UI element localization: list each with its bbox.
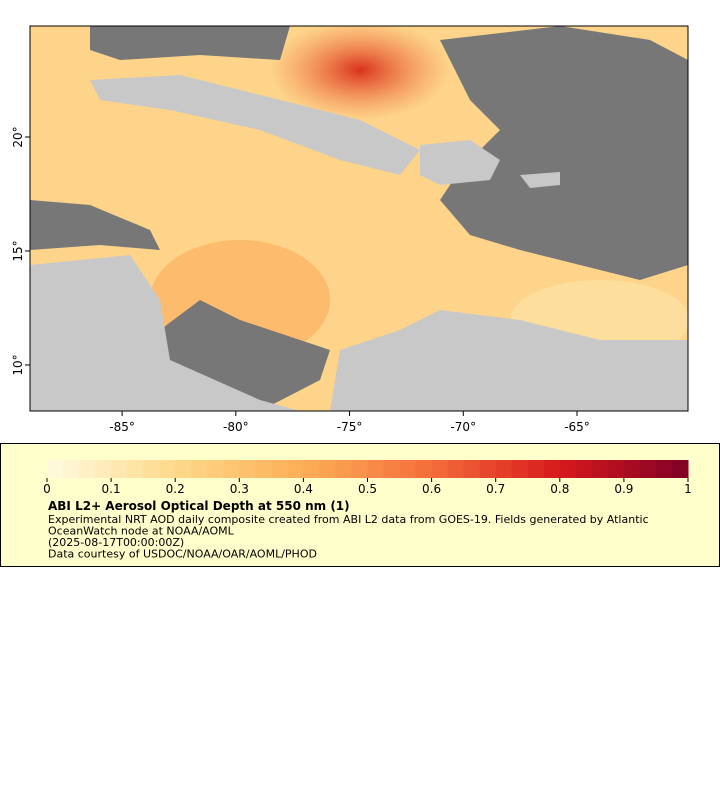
x-tick-label: -85° <box>109 420 135 434</box>
colorbar-step <box>479 460 497 478</box>
colorbar-step <box>207 460 224 478</box>
colorbar-step <box>607 460 625 478</box>
y-tick-label: 20° <box>11 126 25 147</box>
colorbar-step <box>639 460 657 478</box>
colorbar-step <box>287 460 304 478</box>
y-tick-label: 10° <box>11 354 25 375</box>
colorbar-step <box>511 460 529 478</box>
legend-line: Experimental NRT AOD daily composite cre… <box>48 513 649 526</box>
colorbar-step <box>159 460 176 478</box>
colorbar-tick-label: 0.7 <box>486 482 505 496</box>
colorbar-step <box>623 460 641 478</box>
colorbar-step <box>111 460 128 478</box>
colorbar-step <box>575 460 593 478</box>
colorbar-tick-label: 0.8 <box>550 482 569 496</box>
colorbar-tick-label: 0 <box>43 482 51 496</box>
colorbar-step <box>239 460 256 478</box>
colorbar-tick-label: 0.3 <box>230 482 249 496</box>
colorbar-step <box>95 460 112 478</box>
colorbar-step <box>591 460 609 478</box>
colorbar-step <box>47 460 64 478</box>
colorbar-step <box>63 460 80 478</box>
colorbar-tick-label: 0.5 <box>358 482 377 496</box>
colorbar-step <box>143 460 160 478</box>
x-tick-label: -75° <box>337 420 363 434</box>
colorbar-step <box>319 460 336 478</box>
x-tick-label: -80° <box>223 420 249 434</box>
colorbar-step <box>191 460 208 478</box>
colorbar-step <box>223 460 240 478</box>
x-tick-label: -70° <box>450 420 476 434</box>
legend-line: OceanWatch node at NOAA/AOML <box>48 525 235 538</box>
colorbar-step <box>431 460 449 478</box>
map-frame <box>29 25 689 412</box>
colorbar-step <box>399 460 417 478</box>
legend-title: ABI L2+ Aerosol Optical Depth at 550 nm … <box>48 499 350 513</box>
colorbar-step <box>447 460 465 478</box>
y-tick-label: 15° <box>11 240 25 261</box>
colorbar-tick-label: 1 <box>684 482 692 496</box>
colorbar-tick-label: 0.1 <box>102 482 121 496</box>
colorbar-tick-label: 0.4 <box>294 482 313 496</box>
colorbar-step <box>367 460 385 478</box>
map-image <box>30 26 688 411</box>
colorbar-step <box>351 460 368 478</box>
colorbar-tick-label: 0.6 <box>422 482 441 496</box>
colorbar-step <box>559 460 577 478</box>
colorbar-step <box>335 460 352 478</box>
colorbar-step <box>527 460 545 478</box>
colorbar-tick-label: 0.9 <box>614 482 633 496</box>
colorbar-step <box>655 460 673 478</box>
colorbar-step <box>495 460 513 478</box>
colorbar-step <box>671 460 689 478</box>
colorbar-step <box>543 460 561 478</box>
legend-line: Data courtesy of USDOC/NOAA/OAR/AOML/PHO… <box>48 548 317 561</box>
colorbar-step <box>175 460 192 478</box>
x-tick-label: -65° <box>564 420 590 434</box>
colorbar-step <box>383 460 401 478</box>
colorbar-step <box>79 460 96 478</box>
colorbar-step <box>127 460 144 478</box>
colorbar-step <box>271 460 288 478</box>
colorbar-step <box>303 460 320 478</box>
legend-line: (2025-08-17T00:00:00Z) <box>48 536 184 549</box>
colorbar-step <box>415 460 433 478</box>
colorbar-step <box>255 460 272 478</box>
colorbar-step <box>463 460 481 478</box>
colorbar-tick-label: 0.2 <box>166 482 185 496</box>
